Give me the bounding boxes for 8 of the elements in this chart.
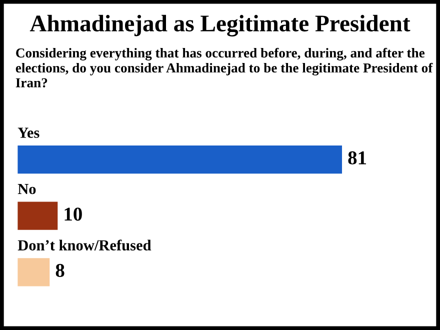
chart-subtitle: Considering everything that has occurred before, during, and after the elections, do you consider Ahmadinejad to be the legitimate President of Iran? bbox=[16, 48, 433, 88]
data-label: 81 bbox=[348, 151, 366, 164]
y-tick-label: No bbox=[18, 184, 36, 194]
y-tick-label: Don’t know/Refused bbox=[18, 240, 152, 251]
data-label: 8 bbox=[56, 264, 64, 278]
y-tick-label: Yes bbox=[18, 128, 40, 138]
chart-title: Ahmadinejad as Legitimate President bbox=[30, 14, 410, 36]
data-label: 10 bbox=[64, 208, 82, 221]
